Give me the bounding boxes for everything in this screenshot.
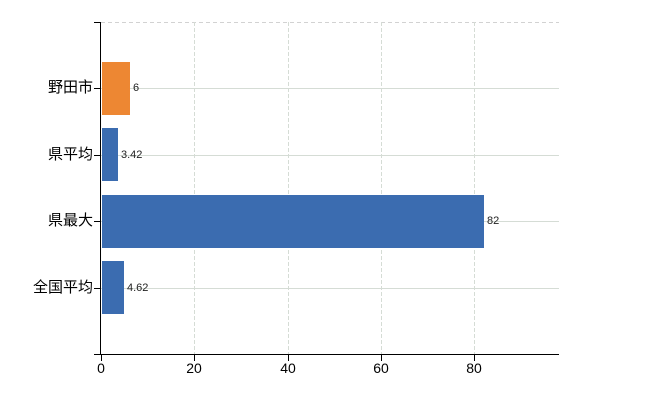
category-label-1: 県平均: [47, 146, 93, 163]
y-tick-3: [94, 221, 101, 222]
value-label-0: 6: [133, 82, 140, 94]
bar-1: [102, 128, 118, 181]
v-gridline-3: [380, 22, 382, 354]
bar-0: [102, 62, 130, 115]
bar-2: [102, 195, 484, 248]
category-label-0: 野田市: [47, 79, 93, 96]
x-axis-line: [94, 354, 559, 355]
x-tick-4: [474, 354, 476, 361]
x-tick-label-1: 20: [186, 360, 202, 376]
x-tick-0: [101, 354, 102, 361]
y-tick-0: [94, 22, 101, 23]
y-axis-line: [100, 22, 101, 354]
x-tick-label-0: 0: [97, 360, 105, 376]
v-gridline-2: [287, 22, 289, 354]
bar-3: [102, 261, 124, 314]
value-label-3: 4.62: [127, 282, 149, 294]
v-gridline-1: [194, 22, 196, 354]
category-label-3: 全国平均: [32, 279, 93, 296]
y-tick-2: [94, 155, 101, 156]
value-label-2: 82: [487, 215, 500, 227]
x-tick-2: [287, 354, 289, 361]
h-gridline-0: [101, 88, 559, 89]
value-label-1: 3.42: [121, 149, 143, 161]
plot-top-border: [101, 22, 559, 23]
h-gridline-1: [101, 155, 559, 156]
category-label-2: 県最大: [47, 212, 93, 229]
x-tick-3: [380, 354, 382, 361]
x-tick-label-4: 80: [466, 360, 482, 376]
h-gridline-3: [101, 288, 559, 289]
y-tick-1: [94, 88, 101, 89]
x-tick-label-2: 40: [280, 360, 296, 376]
x-tick-1: [194, 354, 196, 361]
v-gridline-4: [474, 22, 476, 354]
y-tick-5: [94, 354, 101, 355]
x-tick-label-3: 60: [373, 360, 389, 376]
y-tick-4: [94, 288, 101, 289]
